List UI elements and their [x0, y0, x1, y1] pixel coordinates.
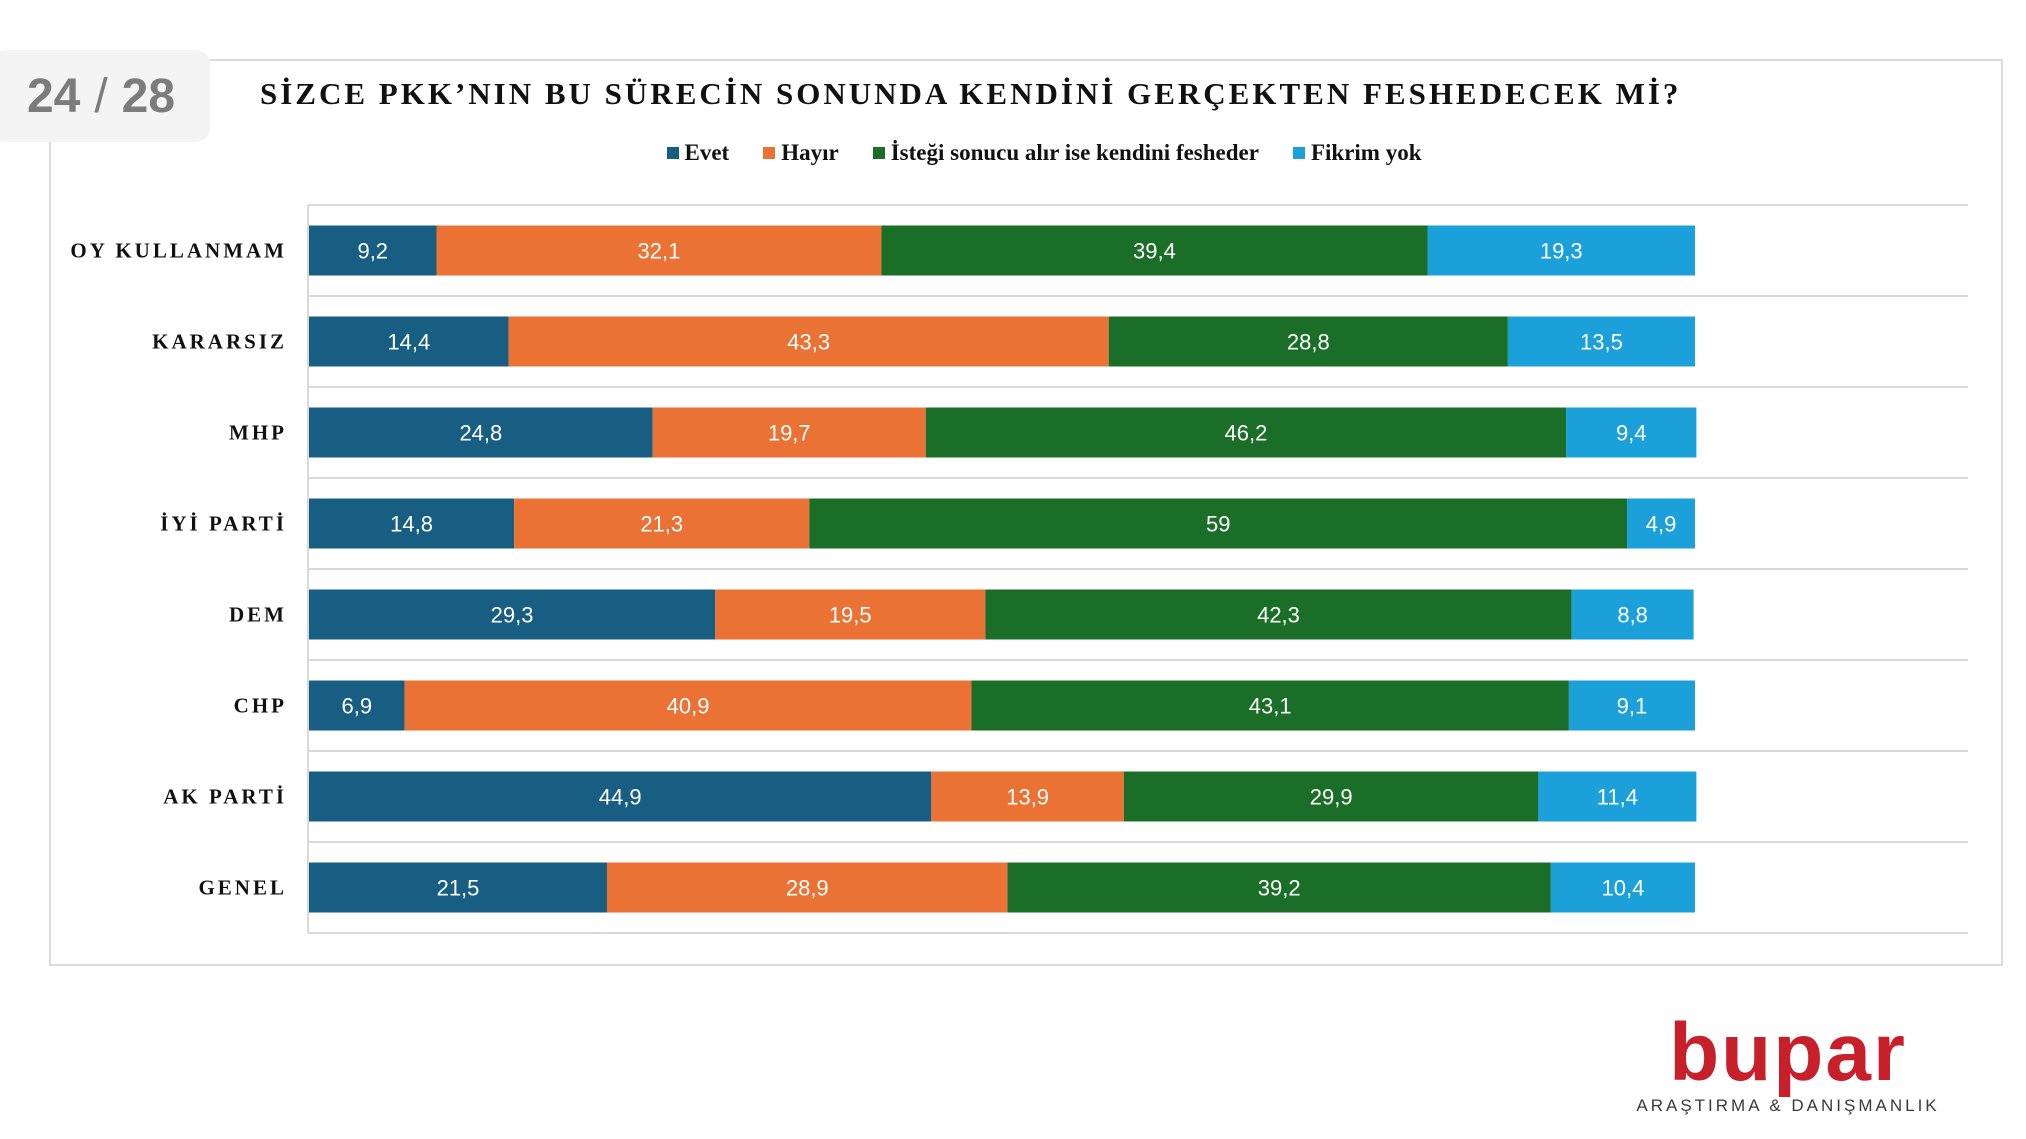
data-label: 40,9 [667, 694, 710, 719]
chart-title: SİZCE PKK’NIN BU SÜRECİN SONUNDA KENDİNİ… [260, 76, 1682, 111]
data-label: 21,5 [437, 876, 480, 901]
bar-segment [925, 407, 1567, 458]
bar-segment [606, 862, 1008, 913]
data-label: 8,8 [1617, 603, 1648, 628]
data-label: 32,1 [638, 239, 681, 264]
bar-segment [1538, 771, 1697, 822]
bar-segment [1550, 862, 1695, 913]
bar-segment [881, 225, 1428, 276]
data-label: 59 [1206, 512, 1230, 537]
data-label: 10,4 [1602, 876, 1645, 901]
bar-segment [985, 589, 1572, 640]
category-label: OY KULLANMAM [70, 239, 287, 263]
data-label: 13,5 [1580, 330, 1623, 355]
bar-segment [1566, 407, 1697, 458]
data-label: 4,9 [1646, 512, 1677, 537]
page-total: 28 [121, 69, 176, 123]
data-label: 13,9 [1006, 785, 1049, 810]
data-label: 42,3 [1257, 603, 1300, 628]
bar-segment [1627, 498, 1695, 549]
page-separator: / [94, 69, 108, 123]
data-label: 19,3 [1540, 239, 1583, 264]
bar-segment [809, 498, 1628, 549]
data-label: 44,9 [599, 785, 642, 810]
legend-swatch-3 [1292, 147, 1305, 159]
bar-segment [309, 498, 515, 549]
legend-item-3: Fikrim yok [1292, 140, 1422, 166]
legend-label-3: Fikrim yok [1310, 140, 1422, 165]
legend-item-2: İsteği sonucu alır ise kendini fesheder [872, 140, 1259, 166]
bar-segment [404, 680, 972, 731]
legend-item-1: Hayır [763, 140, 839, 166]
data-label: 43,1 [1249, 694, 1292, 719]
bar-segment [1427, 225, 1695, 276]
bar-segment [309, 771, 932, 822]
category-label: DEM [229, 603, 287, 627]
bupar-logo: bupar ARAŞTIRMA & DANIŞMANLIK [1590, 1007, 1990, 1120]
data-label: 9,4 [1616, 421, 1647, 446]
data-label: 19,5 [829, 603, 872, 628]
data-label: 28,9 [786, 876, 829, 901]
data-label: 28,8 [1287, 330, 1330, 355]
bar-segment [931, 771, 1124, 822]
legend-label-2: İsteği sonucu alır ise kendini fesheder [890, 140, 1259, 165]
data-label: 9,1 [1617, 694, 1648, 719]
page-current: 24 [26, 69, 81, 123]
bar-segment [971, 680, 1569, 731]
bar-segment [1108, 316, 1508, 367]
bar-segment [1007, 862, 1551, 913]
legend-swatch-0 [666, 147, 679, 159]
bar-segment [1507, 316, 1695, 367]
logo-tagline: ARAŞTIRMA & DANIŞMANLIK [1636, 1096, 1940, 1115]
bar-segment [652, 407, 926, 458]
data-label: 11,4 [1597, 785, 1638, 810]
bar-segment [436, 225, 882, 276]
category-label: GENEL [198, 876, 287, 900]
data-label: 21,3 [640, 512, 683, 537]
data-label: 6,9 [342, 694, 373, 719]
bar-segment [309, 407, 653, 458]
legend-label-0: Evet [684, 140, 730, 165]
legend-item-0: Evet [666, 140, 730, 166]
bar-segment [715, 589, 986, 640]
bar-segment [1571, 589, 1694, 640]
bar-segment [1123, 771, 1539, 822]
category-label: MHP [229, 421, 287, 445]
data-label: 14,4 [387, 330, 430, 355]
page-indicator: 24 / 28 [0, 50, 210, 142]
data-label: 39,2 [1258, 876, 1301, 901]
bar-segment [508, 316, 1109, 367]
bar-segment [309, 589, 716, 640]
data-label: 14,8 [390, 512, 433, 537]
legend-swatch-2 [872, 147, 885, 159]
bar-segment [514, 498, 810, 549]
data-label: 43,3 [787, 330, 830, 355]
legend-swatch-1 [763, 147, 776, 159]
data-label: 9,2 [357, 239, 388, 264]
category-label: CHP [234, 694, 287, 718]
chart-legend: Evet Hayır İsteği sonucu alır ise kendini … [0, 140, 1998, 166]
category-label: AK PARTİ [163, 785, 287, 809]
bar-segment [1568, 680, 1695, 731]
category-label: İYİ PARTİ [160, 512, 287, 536]
bar-segment [309, 680, 405, 731]
bar-segment [309, 862, 607, 913]
data-label: 24,8 [459, 421, 502, 446]
data-label: 19,7 [768, 421, 811, 446]
category-label: KARARSIZ [152, 330, 287, 354]
bar-segment [309, 225, 437, 276]
data-label: 29,9 [1310, 785, 1353, 810]
data-label: 29,3 [491, 603, 534, 628]
legend-label-1: Hayır [781, 140, 839, 165]
data-label: 39,4 [1133, 239, 1176, 264]
bar-segment [309, 316, 509, 367]
logo-wordmark: bupar [1669, 1007, 1907, 1098]
data-label: 46,2 [1225, 421, 1268, 446]
